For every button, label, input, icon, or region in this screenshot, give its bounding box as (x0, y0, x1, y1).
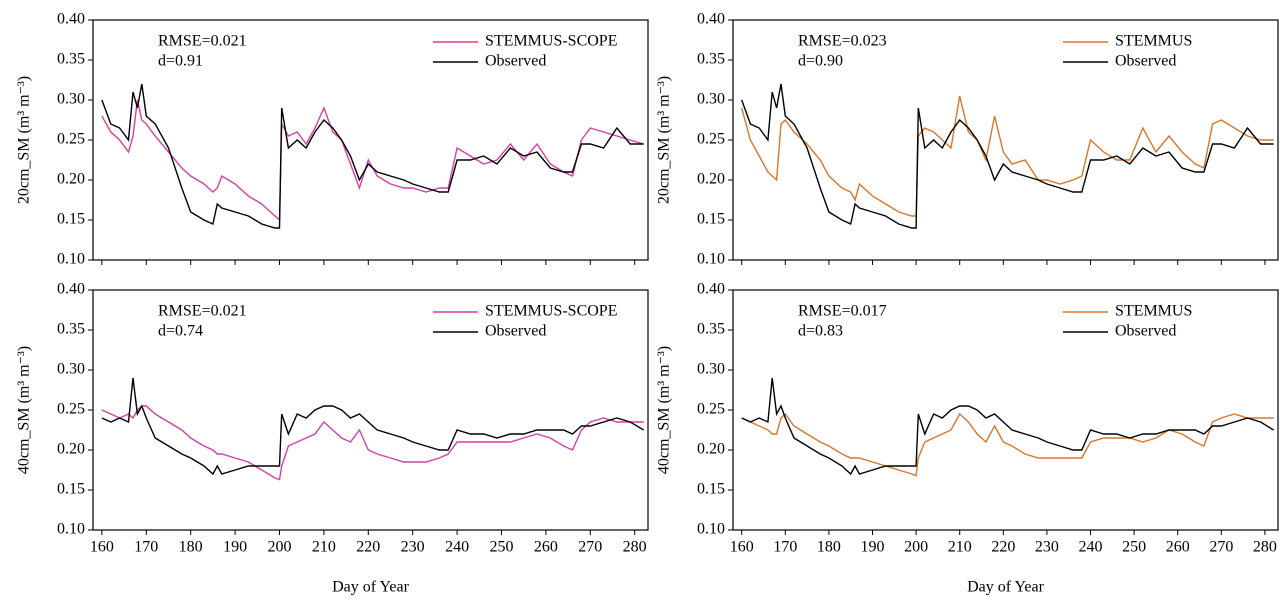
series-line (741, 83, 1274, 229)
x-tick-label: 260 (534, 539, 558, 556)
y-axis-label: 20cm_SM (m³ m⁻³) (16, 76, 33, 204)
x-tick-label: 280 (1253, 539, 1277, 556)
y-tick-label: 0.40 (57, 281, 85, 298)
x-tick-label: 210 (948, 539, 972, 556)
y-tick-label: 0.15 (697, 211, 725, 228)
y-tick-label: 0.15 (57, 481, 85, 498)
x-tick-label: 220 (356, 539, 380, 556)
y-tick-label: 0.35 (697, 51, 725, 68)
x-tick-label: 250 (489, 539, 513, 556)
y-tick-label: 0.15 (57, 211, 85, 228)
x-tick-label: 180 (817, 539, 841, 556)
y-tick-label: 0.20 (57, 441, 85, 458)
x-tick-label: 200 (904, 539, 928, 556)
legend-label: STEMMUS-SCOPE (485, 303, 617, 320)
x-tick-label: 270 (578, 539, 602, 556)
y-tick-label: 0.40 (697, 281, 725, 298)
y-tick-label: 0.25 (697, 131, 725, 148)
x-tick-label: 160 (90, 539, 114, 556)
x-tick-label: 240 (1079, 539, 1103, 556)
x-tick-label: 280 (623, 539, 647, 556)
x-tick-label: 250 (1122, 539, 1146, 556)
series-line (741, 377, 1274, 476)
y-tick-label: 0.10 (57, 521, 85, 538)
series-line (741, 412, 1274, 477)
series-line (741, 95, 1274, 217)
y-tick-label: 0.25 (697, 401, 725, 418)
series-line (101, 377, 644, 476)
annotation: RMSE=0.023 (798, 33, 887, 50)
y-tick-label: 0.20 (697, 171, 725, 188)
series-line (101, 405, 644, 481)
annotation: d=0.83 (798, 323, 843, 340)
legend-label: Observed (1115, 53, 1176, 70)
x-tick-label: 240 (445, 539, 469, 556)
y-axis-label: 40cm_SM (m³ m⁻³) (656, 346, 673, 474)
x-tick-label: 270 (1209, 539, 1233, 556)
y-tick-label: 0.10 (697, 521, 725, 538)
legend-label: STEMMUS (1115, 303, 1192, 320)
y-tick-label: 0.15 (697, 481, 725, 498)
annotation: d=0.90 (798, 53, 843, 70)
x-axis-label: Day of Year (967, 579, 1045, 596)
x-tick-label: 190 (861, 539, 885, 556)
y-tick-label: 0.30 (57, 361, 85, 378)
annotation: d=0.74 (158, 323, 203, 340)
annotation: RMSE=0.021 (158, 33, 247, 50)
annotation: d=0.91 (158, 53, 203, 70)
x-tick-label: 210 (312, 539, 336, 556)
annotation: RMSE=0.017 (798, 303, 887, 320)
legend-label: Observed (485, 53, 546, 70)
y-axis-label: 20cm_SM (m³ m⁻³) (656, 76, 673, 204)
x-axis-label: Day of Year (332, 579, 410, 596)
legend-label: STEMMUS (1115, 33, 1192, 50)
annotation: RMSE=0.021 (158, 303, 247, 320)
legend-label: Observed (1115, 323, 1176, 340)
y-tick-label: 0.20 (57, 171, 85, 188)
y-tick-label: 0.25 (57, 131, 85, 148)
y-tick-label: 0.40 (57, 11, 85, 28)
x-tick-label: 180 (179, 539, 203, 556)
y-tick-label: 0.20 (697, 441, 725, 458)
series-line (101, 99, 644, 222)
y-tick-label: 0.35 (697, 321, 725, 338)
x-tick-label: 220 (991, 539, 1015, 556)
y-axis-label: 40cm_SM (m³ m⁻³) (16, 346, 33, 474)
y-tick-label: 0.30 (697, 91, 725, 108)
y-tick-label: 0.30 (697, 361, 725, 378)
y-tick-label: 0.35 (57, 321, 85, 338)
x-tick-label: 190 (223, 539, 247, 556)
y-tick-label: 0.40 (697, 11, 725, 28)
x-tick-label: 230 (1035, 539, 1059, 556)
legend-label: STEMMUS-SCOPE (485, 33, 617, 50)
y-tick-label: 0.25 (57, 401, 85, 418)
x-tick-label: 160 (730, 539, 754, 556)
x-tick-label: 170 (773, 539, 797, 556)
series-line (101, 83, 644, 229)
legend-label: Observed (485, 323, 546, 340)
x-tick-label: 170 (134, 539, 158, 556)
x-tick-label: 200 (267, 539, 291, 556)
y-tick-label: 0.10 (697, 251, 725, 268)
y-tick-label: 0.10 (57, 251, 85, 268)
y-tick-label: 0.35 (57, 51, 85, 68)
x-tick-label: 230 (401, 539, 425, 556)
x-tick-label: 260 (1166, 539, 1190, 556)
y-tick-label: 0.30 (57, 91, 85, 108)
